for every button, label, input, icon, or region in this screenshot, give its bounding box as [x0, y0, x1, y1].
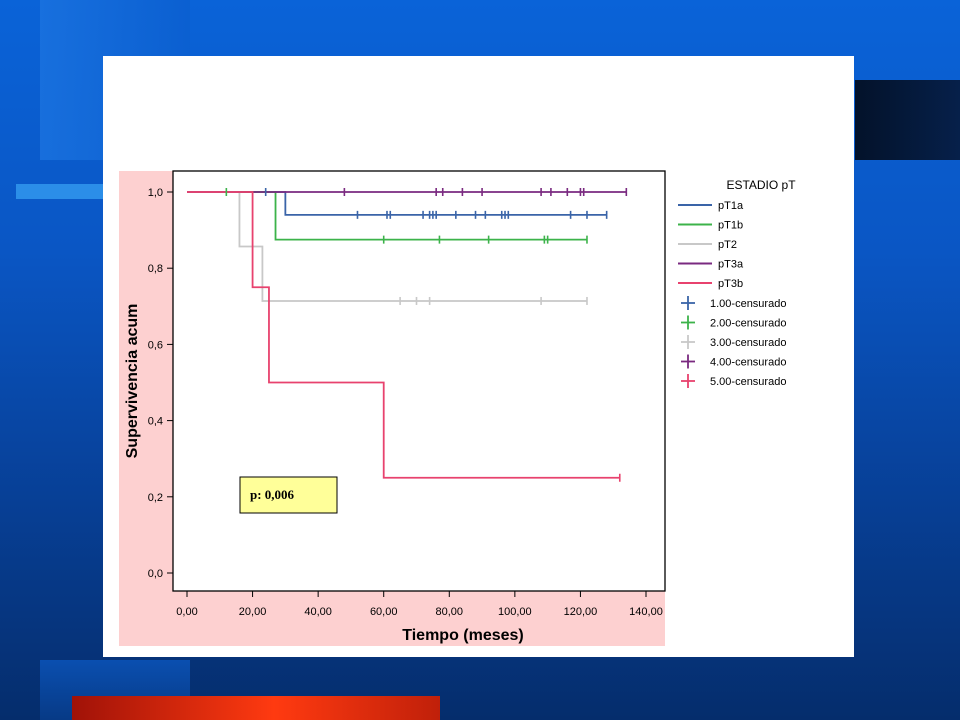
slide-canvas: 0,0 0,2 0,4 0,6 0,8 1,0 0,00 20,00 40,00 60,00 80…: [103, 56, 854, 657]
legend-censor-label: 2.00-censurado: [710, 318, 786, 330]
legend-censor-label: 4.00-censurado: [710, 357, 786, 369]
x-tick-label: 0,00: [176, 606, 197, 618]
series-lines: [187, 191, 627, 479]
pvalue-box: [239, 476, 338, 514]
legend-label: pT3a: [718, 259, 744, 271]
y-tick-label: 0,4: [148, 416, 163, 428]
background-red-bar: [72, 696, 440, 720]
background-dark-block: [855, 80, 960, 160]
legend-title: ESTADIO pT: [726, 178, 796, 192]
legend-censor-label: 1.00-censurado: [710, 298, 786, 310]
x-axis-label: Tiempo (meses): [402, 627, 524, 644]
y-tick-label: 0,6: [148, 339, 163, 351]
legend-censor-label: 3.00-censurado: [710, 337, 786, 349]
legend-label: pT1a: [718, 200, 744, 212]
x-tick-label: 60,00: [370, 606, 398, 618]
x-tick-label: 40,00: [304, 606, 332, 618]
background-light-bar: [16, 184, 110, 199]
legend-label: pT3b: [718, 278, 743, 290]
series-line-pt3b: [187, 191, 620, 479]
x-tick-label: 20,00: [239, 606, 267, 618]
y-axis-ticks: 0,0 0,2 0,4 0,6 0,8 1,0: [148, 187, 173, 580]
x-tick-label: 140,00: [629, 606, 663, 618]
pvalue-text: p: 0,006: [250, 487, 295, 502]
legend-censor-label: 5.00-censurado: [710, 376, 786, 388]
x-tick-label: 100,00: [498, 606, 532, 618]
x-tick-label: 80,00: [436, 606, 464, 618]
legend-label: pT1b: [718, 220, 743, 232]
y-tick-label: 0,0: [148, 568, 163, 580]
y-tick-label: 1,0: [148, 187, 163, 199]
x-axis-ticks: 0,00 20,00 40,00 60,00 80,00 100,00 120,00 140,…: [176, 591, 663, 618]
legend: pT1a pT1b pT2 pT3a pT3b 1.00-censurado 2.00-ce…: [678, 200, 786, 388]
y-tick-label: 0,2: [148, 492, 163, 504]
x-tick-label: 120,00: [564, 606, 598, 618]
censor-marks: [225, 188, 628, 482]
y-tick-label: 0,8: [148, 263, 163, 275]
plot-area: [172, 170, 666, 592]
survival-chart: 0,0 0,2 0,4 0,6 0,8 1,0 0,00 20,00 40,00 60,00 80…: [119, 170, 796, 646]
legend-label: pT2: [718, 239, 737, 251]
y-axis-label: Supervivencia acum: [124, 304, 141, 459]
